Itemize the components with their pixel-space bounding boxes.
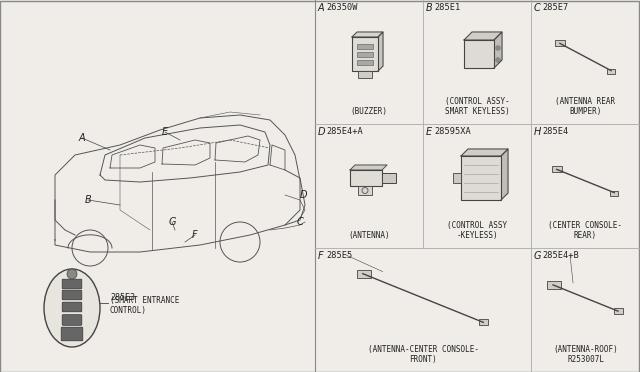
- Circle shape: [495, 58, 500, 62]
- FancyBboxPatch shape: [62, 315, 82, 325]
- Text: 285E4+B: 285E4+B: [542, 251, 579, 260]
- Text: G: G: [534, 251, 541, 261]
- Circle shape: [495, 45, 500, 51]
- Polygon shape: [378, 32, 383, 71]
- Ellipse shape: [44, 269, 100, 347]
- Bar: [358, 71, 372, 78]
- Text: D: D: [318, 127, 326, 137]
- Bar: [352, 37, 378, 71]
- Text: C: C: [296, 217, 303, 227]
- Text: E: E: [162, 127, 168, 137]
- Text: (BUZZER): (BUZZER): [351, 107, 387, 116]
- Bar: [357, 44, 373, 48]
- Text: 285E4: 285E4: [542, 127, 568, 136]
- FancyBboxPatch shape: [62, 302, 82, 312]
- Polygon shape: [501, 149, 508, 200]
- Bar: [614, 308, 623, 314]
- Bar: [479, 319, 488, 326]
- Polygon shape: [350, 165, 387, 170]
- Polygon shape: [461, 149, 508, 156]
- Bar: [461, 156, 501, 200]
- Text: (CONTROL ASSY-
SMART KEYLESS): (CONTROL ASSY- SMART KEYLESS): [445, 97, 509, 116]
- Text: F: F: [192, 230, 198, 240]
- FancyBboxPatch shape: [62, 279, 82, 289]
- Polygon shape: [352, 32, 383, 37]
- Text: (ANTENNA-CENTER CONSOLE-
FRONT): (ANTENNA-CENTER CONSOLE- FRONT): [367, 344, 479, 364]
- Polygon shape: [464, 32, 502, 40]
- Polygon shape: [494, 32, 502, 68]
- Text: (ANTENNA REAR
BUMPER): (ANTENNA REAR BUMPER): [556, 97, 616, 116]
- Text: 26350W: 26350W: [326, 3, 358, 12]
- Text: D: D: [300, 190, 307, 200]
- Bar: [350, 170, 382, 186]
- Text: 28595XA: 28595XA: [434, 127, 471, 136]
- Bar: [611, 190, 618, 196]
- Bar: [547, 281, 561, 289]
- Bar: [357, 51, 373, 57]
- Bar: [607, 68, 615, 74]
- FancyBboxPatch shape: [62, 290, 82, 300]
- Bar: [382, 173, 396, 183]
- Text: (SMART ENTRANCE
CONTROL): (SMART ENTRANCE CONTROL): [110, 296, 179, 315]
- Text: B: B: [84, 195, 92, 205]
- Bar: [356, 270, 371, 278]
- Text: C: C: [534, 3, 541, 13]
- Bar: [464, 40, 494, 68]
- Text: G: G: [168, 217, 176, 227]
- Text: (CONTROL ASSY
-KEYLESS): (CONTROL ASSY -KEYLESS): [447, 221, 507, 240]
- Text: E: E: [426, 127, 432, 137]
- Bar: [555, 41, 565, 46]
- Text: (ANTENNA): (ANTENNA): [348, 231, 390, 240]
- Text: A: A: [318, 3, 324, 13]
- Text: (ANTENNA-ROOF)
R253007L: (ANTENNA-ROOF) R253007L: [553, 344, 618, 364]
- Bar: [357, 60, 373, 64]
- Circle shape: [67, 269, 77, 279]
- Text: B: B: [426, 3, 433, 13]
- Text: H: H: [534, 127, 541, 137]
- Text: 285E7: 285E7: [542, 3, 568, 12]
- Bar: [358, 186, 372, 195]
- Bar: [453, 173, 461, 183]
- Text: F: F: [318, 251, 324, 261]
- Bar: [552, 166, 562, 172]
- Text: 285E5: 285E5: [326, 251, 352, 260]
- FancyBboxPatch shape: [61, 327, 83, 341]
- Text: 285E4+A: 285E4+A: [326, 127, 363, 136]
- Text: (CENTER CONSOLE-
REAR): (CENTER CONSOLE- REAR): [548, 221, 623, 240]
- Text: 285E3: 285E3: [110, 293, 135, 302]
- Text: 285E1: 285E1: [434, 3, 460, 12]
- Text: A: A: [79, 133, 85, 143]
